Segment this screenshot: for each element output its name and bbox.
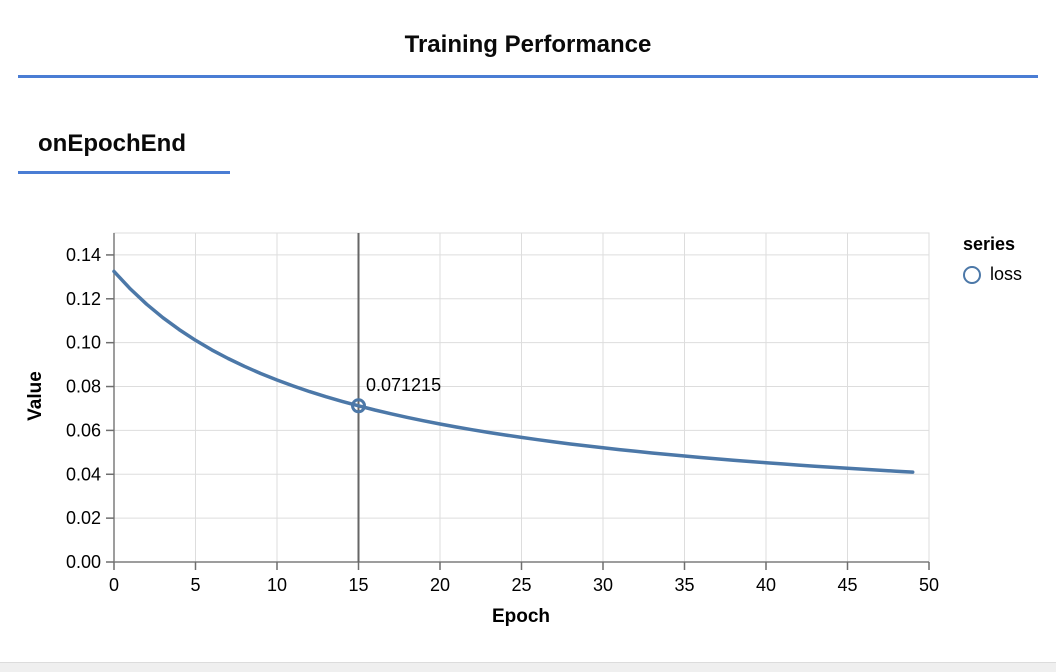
x-tick-label: 15 (348, 575, 368, 595)
legend-entry-loss: loss (963, 264, 1022, 285)
y-tick-label: 0.14 (66, 245, 101, 265)
bottom-panel-edge (0, 662, 1056, 672)
y-tick-label: 0.10 (66, 333, 101, 353)
loss-curve (112, 269, 915, 474)
y-tick-label: 0.04 (66, 464, 101, 484)
x-tick-label: 5 (190, 575, 200, 595)
x-axis-title: Epoch (491, 606, 551, 627)
x-tick-label: 25 (511, 575, 531, 595)
x-tick-label: 40 (756, 575, 776, 595)
x-tick-label: 0 (109, 575, 119, 595)
page-title: Training Performance (404, 31, 652, 58)
y-tick-label: 0.02 (66, 508, 101, 528)
legend: series loss (963, 234, 1022, 285)
x-tick-label: 50 (919, 575, 939, 595)
x-tick-label: 45 (837, 575, 857, 595)
y-tick-label: 0.08 (66, 377, 101, 397)
section-divider (18, 171, 230, 174)
legend-label-loss: loss (990, 264, 1023, 284)
section-title: onEpochEnd (38, 130, 186, 157)
x-tick-label: 20 (430, 575, 450, 595)
x-tick-label: 35 (674, 575, 694, 595)
loss-series-circle-icon (963, 265, 981, 284)
title-divider (18, 75, 1038, 78)
y-tick-label: 0.12 (66, 289, 101, 309)
x-tick-label: 10 (267, 575, 287, 595)
y-tick-label: 0.00 (66, 552, 101, 572)
x-tick-label: 30 (593, 575, 613, 595)
legend-title: series (963, 234, 1016, 254)
y-tick-label: 0.06 (66, 420, 101, 440)
y-axis-title: Value (25, 371, 46, 421)
tooltip-value: 0.071215 (366, 375, 442, 395)
data-point-marker (351, 398, 366, 414)
